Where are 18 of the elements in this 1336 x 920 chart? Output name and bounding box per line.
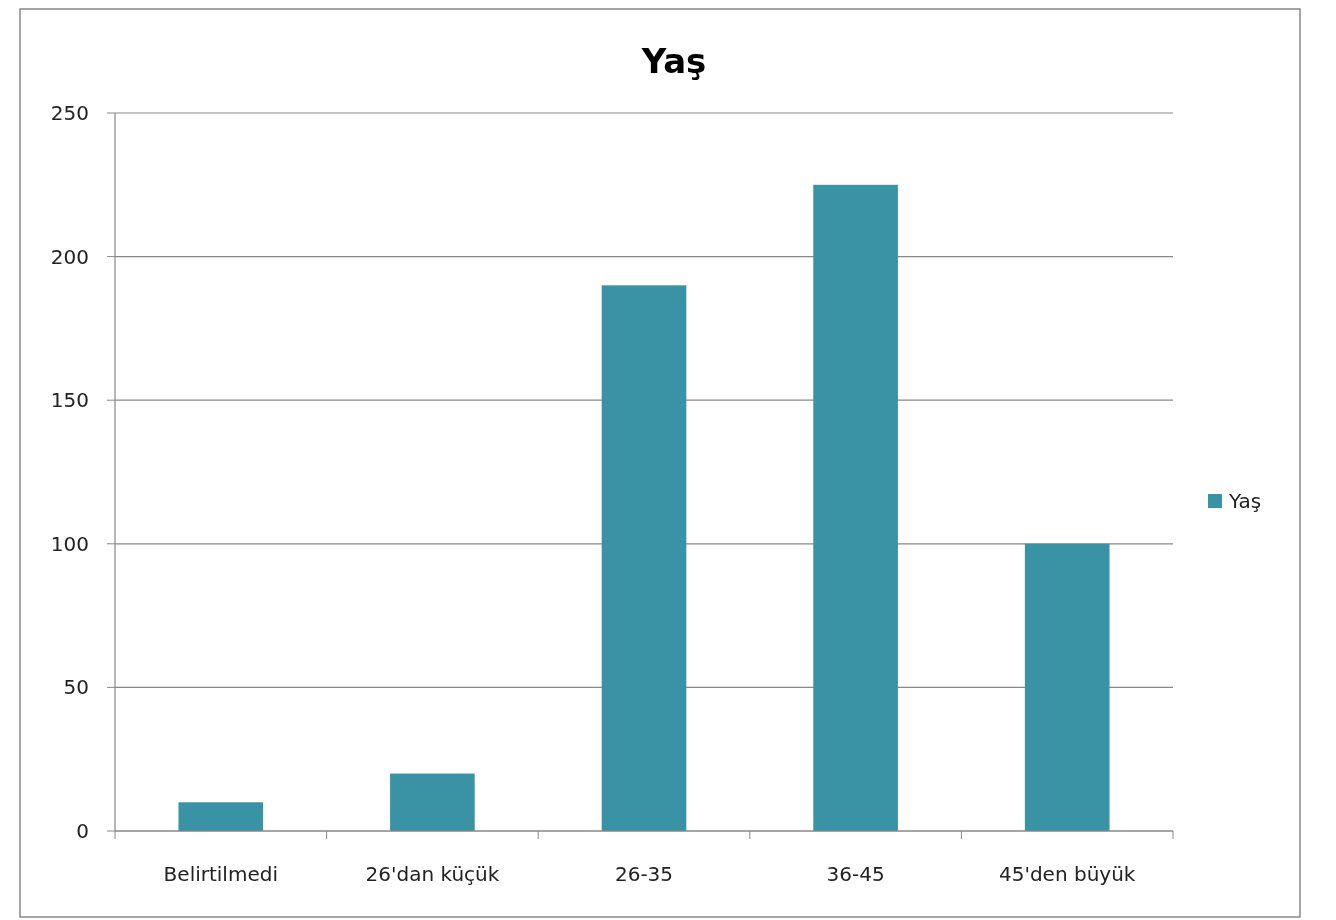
bar xyxy=(1024,543,1110,831)
x-tick-label: 26-35 xyxy=(614,862,674,886)
x-tick-label: Belirtilmedi xyxy=(163,862,278,886)
y-tick-label: 150 xyxy=(50,388,89,413)
bar xyxy=(390,773,475,831)
y-tick-label: 50 xyxy=(63,675,89,700)
y-tick-label: 250 xyxy=(50,101,89,125)
x-tick-label: 45'den büyük xyxy=(998,862,1136,886)
bar xyxy=(178,802,264,831)
chart-title: Yaş xyxy=(640,41,707,81)
y-tick-label: 0 xyxy=(76,819,89,843)
y-tick-label: 100 xyxy=(50,531,89,556)
x-tick-label: 36-45 xyxy=(826,862,885,886)
x-tick-label: 26'dan küçük xyxy=(365,862,500,886)
bar xyxy=(601,285,687,831)
legend-label: Yaş xyxy=(1228,489,1262,513)
y-tick-label: 200 xyxy=(50,244,89,269)
bar xyxy=(813,184,898,831)
